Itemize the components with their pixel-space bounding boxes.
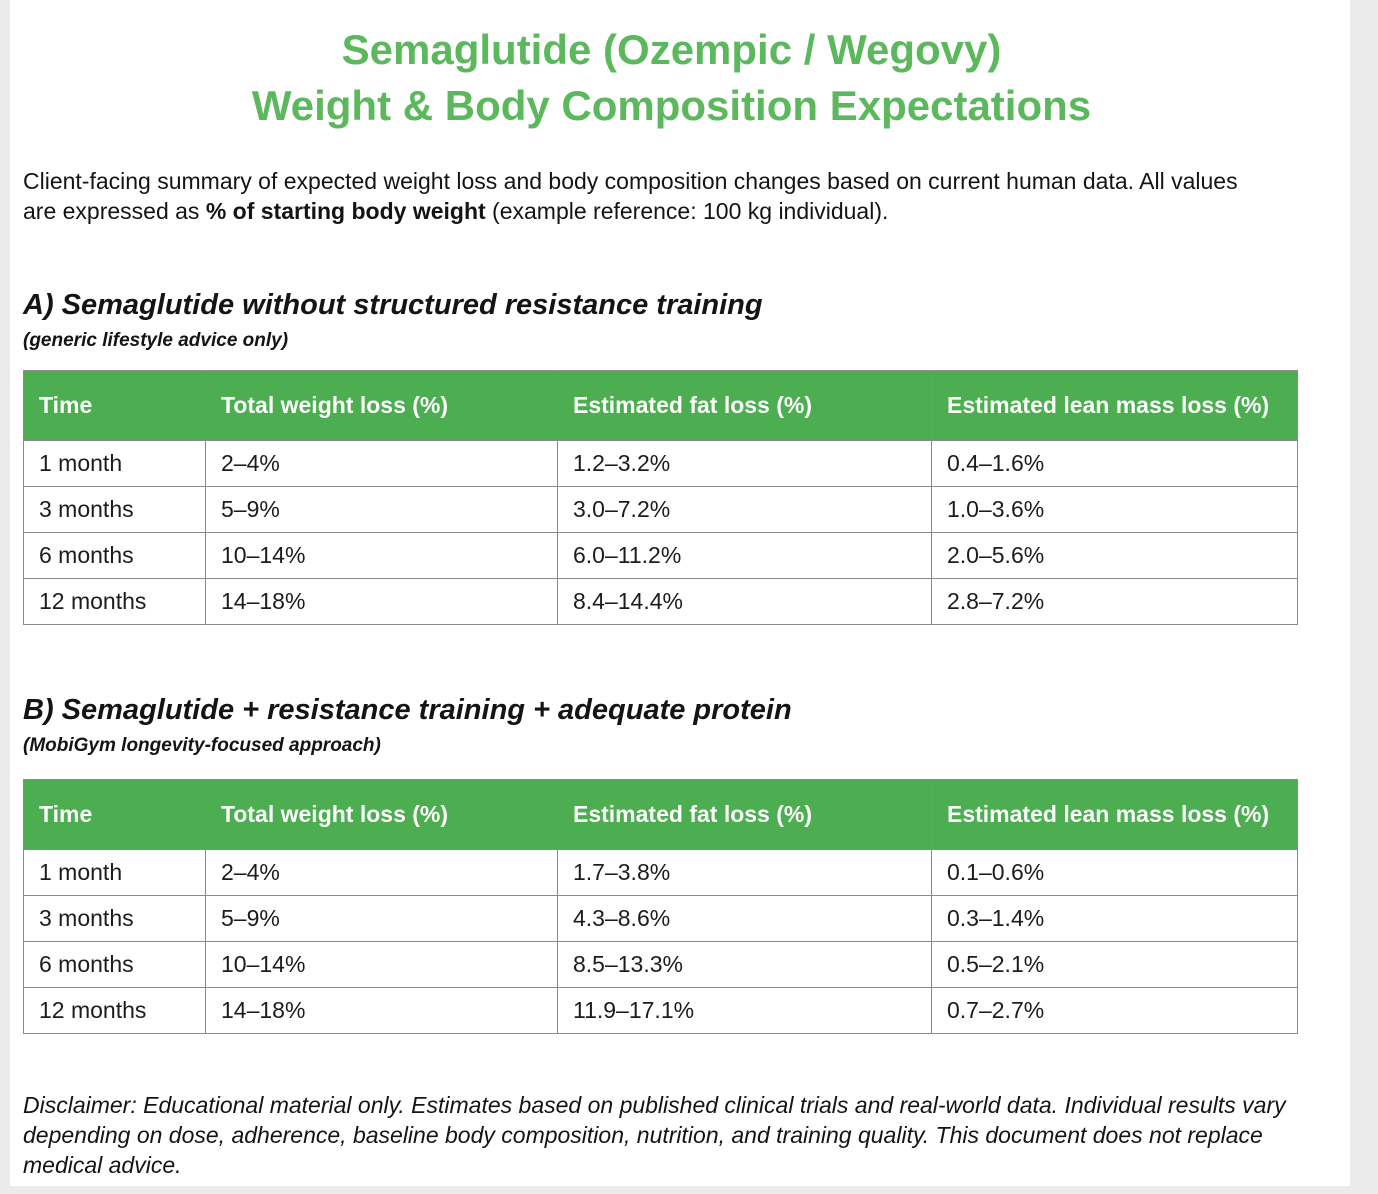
table-cell: 3 months bbox=[23, 895, 206, 942]
table-cell: 0.4–1.6% bbox=[931, 440, 1298, 487]
column-header: Estimated fat loss (%) bbox=[557, 370, 932, 441]
section-b-subheading: (MobiGym longevity-focused approach) bbox=[23, 735, 381, 756]
column-header: Total weight loss (%) bbox=[205, 779, 558, 850]
table-cell: 11.9–17.1% bbox=[557, 987, 932, 1034]
table-row: 3 months 5–9% 3.0–7.2% 1.0–3.6% bbox=[23, 486, 1298, 533]
table-row: 12 months 14–18% 11.9–17.1% 0.7–2.7% bbox=[23, 987, 1298, 1034]
section-a-heading: A) Semaglutide without structured resist… bbox=[23, 289, 763, 321]
table-cell: 2–4% bbox=[205, 440, 558, 487]
column-header: Total weight loss (%) bbox=[205, 370, 558, 441]
table-cell: 4.3–8.6% bbox=[557, 895, 932, 942]
table-header-row: Time Total weight loss (%) Estimated fat l… bbox=[23, 370, 1298, 441]
table-row: 1 month 2–4% 1.7–3.8% 0.1–0.6% bbox=[23, 849, 1298, 896]
table-cell: 14–18% bbox=[205, 987, 558, 1034]
table-header-row: Time Total weight loss (%) Estimated fat l… bbox=[23, 779, 1298, 850]
table-cell: 8.4–14.4% bbox=[557, 578, 932, 625]
table-cell: 0.7–2.7% bbox=[931, 987, 1298, 1034]
table-cell: 5–9% bbox=[205, 895, 558, 942]
expectations-table-b: Time Total weight loss (%) Estimated fat l… bbox=[23, 779, 1298, 1034]
intro-text: Client-facing summary of expected weight… bbox=[23, 168, 1238, 224]
table-cell: 1 month bbox=[23, 440, 206, 487]
table-cell: 1 month bbox=[23, 849, 206, 896]
table-cell: 12 months bbox=[23, 578, 206, 625]
table-cell: 10–14% bbox=[205, 532, 558, 579]
table-cell: 3 months bbox=[23, 486, 206, 533]
section-a-subheading: (generic lifestyle advice only) bbox=[23, 330, 289, 351]
table-row: 12 months 14–18% 8.4–14.4% 2.8–7.2% bbox=[23, 578, 1298, 625]
intro-paragraph: Client-facing summary of expected weight… bbox=[23, 166, 1260, 226]
table-cell: 6 months bbox=[23, 941, 206, 988]
table-cell: 1.0–3.6% bbox=[931, 486, 1298, 533]
section-b-heading: B) Semaglutide + resistance training + a… bbox=[23, 694, 792, 726]
table-cell: 8.5–13.3% bbox=[557, 941, 932, 988]
expectations-table-a: Time Total weight loss (%) Estimated fat l… bbox=[23, 370, 1298, 625]
table-cell: 1.7–3.8% bbox=[557, 849, 932, 896]
page-title-line2: Weight & Body Composition Expectations bbox=[251, 82, 1092, 129]
table-cell: 1.2–3.2% bbox=[557, 440, 932, 487]
table-row: 6 months 10–14% 6.0–11.2% 2.0–5.6% bbox=[23, 532, 1298, 579]
table-cell: 2–4% bbox=[205, 849, 558, 896]
table-cell: 2.8–7.2% bbox=[931, 578, 1298, 625]
table-cell: 0.5–2.1% bbox=[931, 941, 1298, 988]
column-header: Time bbox=[23, 779, 206, 850]
page-title-line1: Semaglutide (Ozempic / Wegovy) bbox=[341, 26, 1002, 73]
column-header: Estimated fat loss (%) bbox=[557, 779, 932, 850]
intro-text-suffix: (example reference: 100 kg individual). bbox=[485, 198, 889, 224]
table-b-header: Time Total weight loss (%) Estimated fat l… bbox=[23, 779, 1298, 850]
table-row: 3 months 5–9% 4.3–8.6% 0.3–1.4% bbox=[23, 895, 1298, 942]
column-header: Estimated lean mass loss (%) bbox=[931, 370, 1298, 441]
column-header: Estimated lean mass loss (%) bbox=[931, 779, 1298, 850]
table-row: 6 months 10–14% 8.5–13.3% 0.5–2.1% bbox=[23, 941, 1298, 988]
table-b-body: 1 month 2–4% 1.7–3.8% 0.1–0.6% 3 months 5–9% 4… bbox=[23, 849, 1298, 1034]
document-page: Semaglutide (Ozempic / Wegovy) Weight & … bbox=[10, 0, 1350, 1186]
table-a-body: 1 month 2–4% 1.2–3.2% 0.4–1.6% 3 months 5–9% 3… bbox=[23, 440, 1298, 625]
intro-bold-text: % of starting body weight bbox=[205, 198, 486, 224]
table-cell: 14–18% bbox=[205, 578, 558, 625]
table-cell: 10–14% bbox=[205, 941, 558, 988]
table-cell: 5–9% bbox=[205, 486, 558, 533]
table-cell: 0.1–0.6% bbox=[931, 849, 1298, 896]
page-title: Semaglutide (Ozempic / Wegovy) Weight & … bbox=[23, 22, 1320, 134]
column-header: Time bbox=[23, 370, 206, 441]
table-cell: 6.0–11.2% bbox=[557, 532, 932, 579]
table-cell: 3.0–7.2% bbox=[557, 486, 932, 533]
table-cell: 0.3–1.4% bbox=[931, 895, 1298, 942]
table-a-header: Time Total weight loss (%) Estimated fat l… bbox=[23, 370, 1298, 441]
table-cell: 6 months bbox=[23, 532, 206, 579]
table-cell: 2.0–5.6% bbox=[931, 532, 1298, 579]
disclaimer-text: Disclaimer: Educational material only. E… bbox=[23, 1092, 1286, 1178]
table-cell: 12 months bbox=[23, 987, 206, 1034]
table-row: 1 month 2–4% 1.2–3.2% 0.4–1.6% bbox=[23, 440, 1298, 487]
